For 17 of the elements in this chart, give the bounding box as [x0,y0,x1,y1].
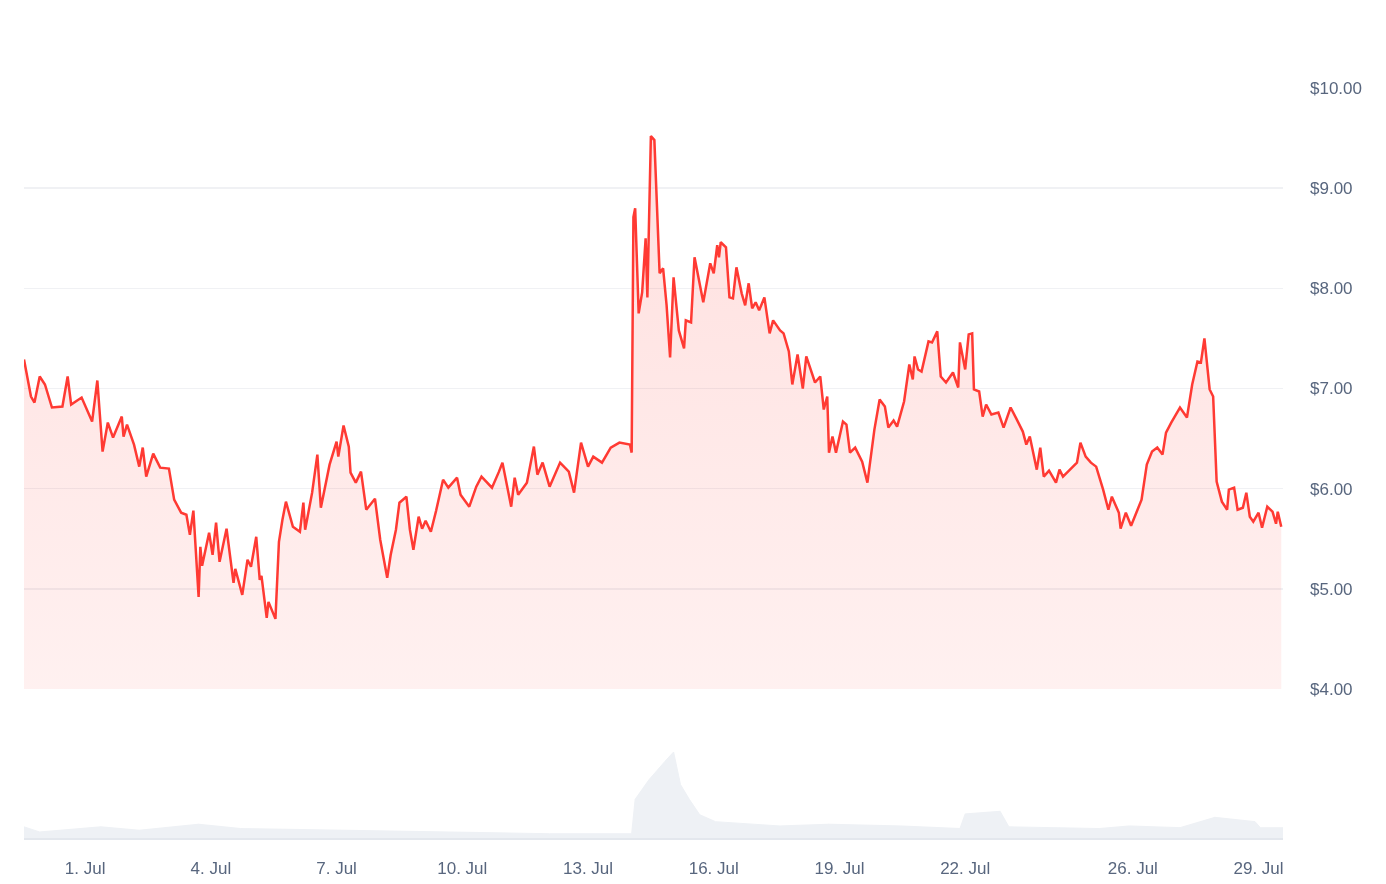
x-tick-label: 10. Jul [437,858,488,878]
x-tick-label: 1. Jul [64,858,106,878]
y-tick-label: $7.00 [1310,379,1353,399]
x-tick-label: 7. Jul [316,858,357,878]
y-tick-label: $8.00 [1310,279,1353,299]
x-tick-label: 29. Jul [1233,858,1284,878]
x-tick-label: 26. Jul [1107,858,1158,878]
y-tick-label: $9.00 [1310,179,1353,199]
y-tick-label: $4.00 [1310,679,1353,699]
x-tick-label: 16. Jul [688,858,739,878]
x-tick-label: 4. Jul [190,858,232,878]
y-tick-label: $6.00 [1310,479,1353,499]
y-tick-label: $10.00 [1310,78,1362,98]
y-tick-label: $5.00 [1310,579,1353,599]
x-tick-label: 22. Jul [940,858,991,878]
x-tick-label: 13. Jul [562,858,614,878]
x-tick-label: 19. Jul [814,858,865,878]
